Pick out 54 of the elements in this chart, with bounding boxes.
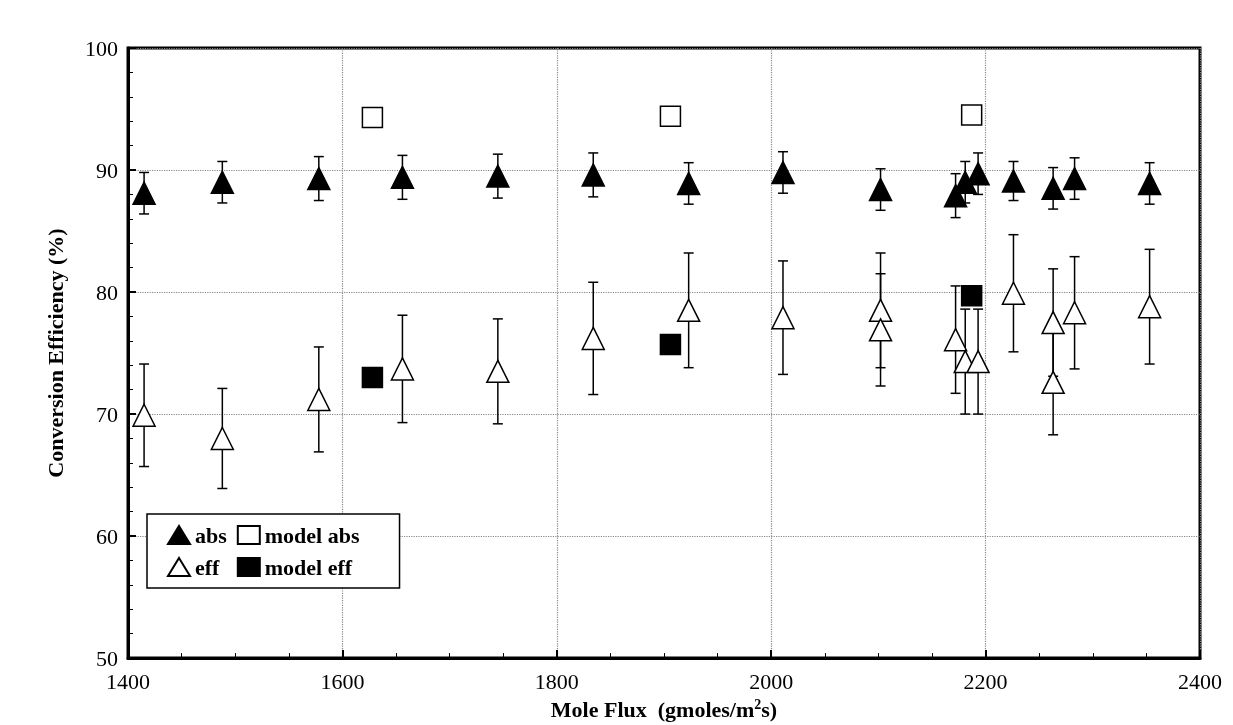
point xyxy=(1137,171,1162,196)
point xyxy=(960,104,983,126)
point xyxy=(1041,310,1065,335)
point xyxy=(390,165,415,190)
point xyxy=(1137,294,1162,319)
point xyxy=(966,161,990,186)
point xyxy=(868,177,893,202)
point xyxy=(210,426,235,451)
point xyxy=(868,298,893,323)
x-tick-label: 1600 xyxy=(320,668,365,694)
y-tick-label: 70 xyxy=(96,401,118,427)
y-tick-label: 90 xyxy=(96,157,118,183)
x-tick-label: 2200 xyxy=(963,668,1008,694)
point xyxy=(771,160,795,185)
point xyxy=(132,181,156,205)
point xyxy=(1001,281,1026,306)
legend-label: model abs xyxy=(264,522,360,548)
point xyxy=(581,163,605,187)
legend-label: abs xyxy=(195,522,228,548)
point xyxy=(361,366,384,389)
point xyxy=(771,305,795,330)
point xyxy=(486,359,510,384)
point xyxy=(960,284,983,307)
x-tick-label: 2400 xyxy=(1178,668,1222,694)
point xyxy=(1001,169,1026,193)
point xyxy=(676,171,701,196)
point xyxy=(486,164,510,188)
point xyxy=(659,105,682,128)
point xyxy=(361,106,384,129)
point xyxy=(868,318,893,342)
point xyxy=(210,170,235,194)
legend-label: model eff xyxy=(264,554,353,580)
y-axis-title: Conversion Efficiency (%) xyxy=(42,228,68,478)
y-tick-label: 80 xyxy=(96,279,118,305)
point xyxy=(581,326,605,351)
point xyxy=(1062,166,1087,191)
point xyxy=(943,327,968,352)
point xyxy=(659,333,682,356)
point xyxy=(1041,176,1065,201)
x-tick-label: 1800 xyxy=(534,668,579,694)
point xyxy=(307,166,331,191)
point xyxy=(390,357,415,381)
point xyxy=(132,403,156,428)
point xyxy=(307,387,331,412)
point xyxy=(966,349,990,374)
legend-label: eff xyxy=(195,554,221,580)
y-tick-label: 50 xyxy=(96,645,118,671)
point xyxy=(676,298,701,323)
x-tick-label: 2000 xyxy=(749,668,794,694)
x-tick-label: 1400 xyxy=(106,668,150,694)
y-tick-label: 100 xyxy=(85,35,118,61)
y-tick-label: 60 xyxy=(96,523,118,549)
point xyxy=(1062,301,1087,325)
point xyxy=(1041,370,1065,395)
